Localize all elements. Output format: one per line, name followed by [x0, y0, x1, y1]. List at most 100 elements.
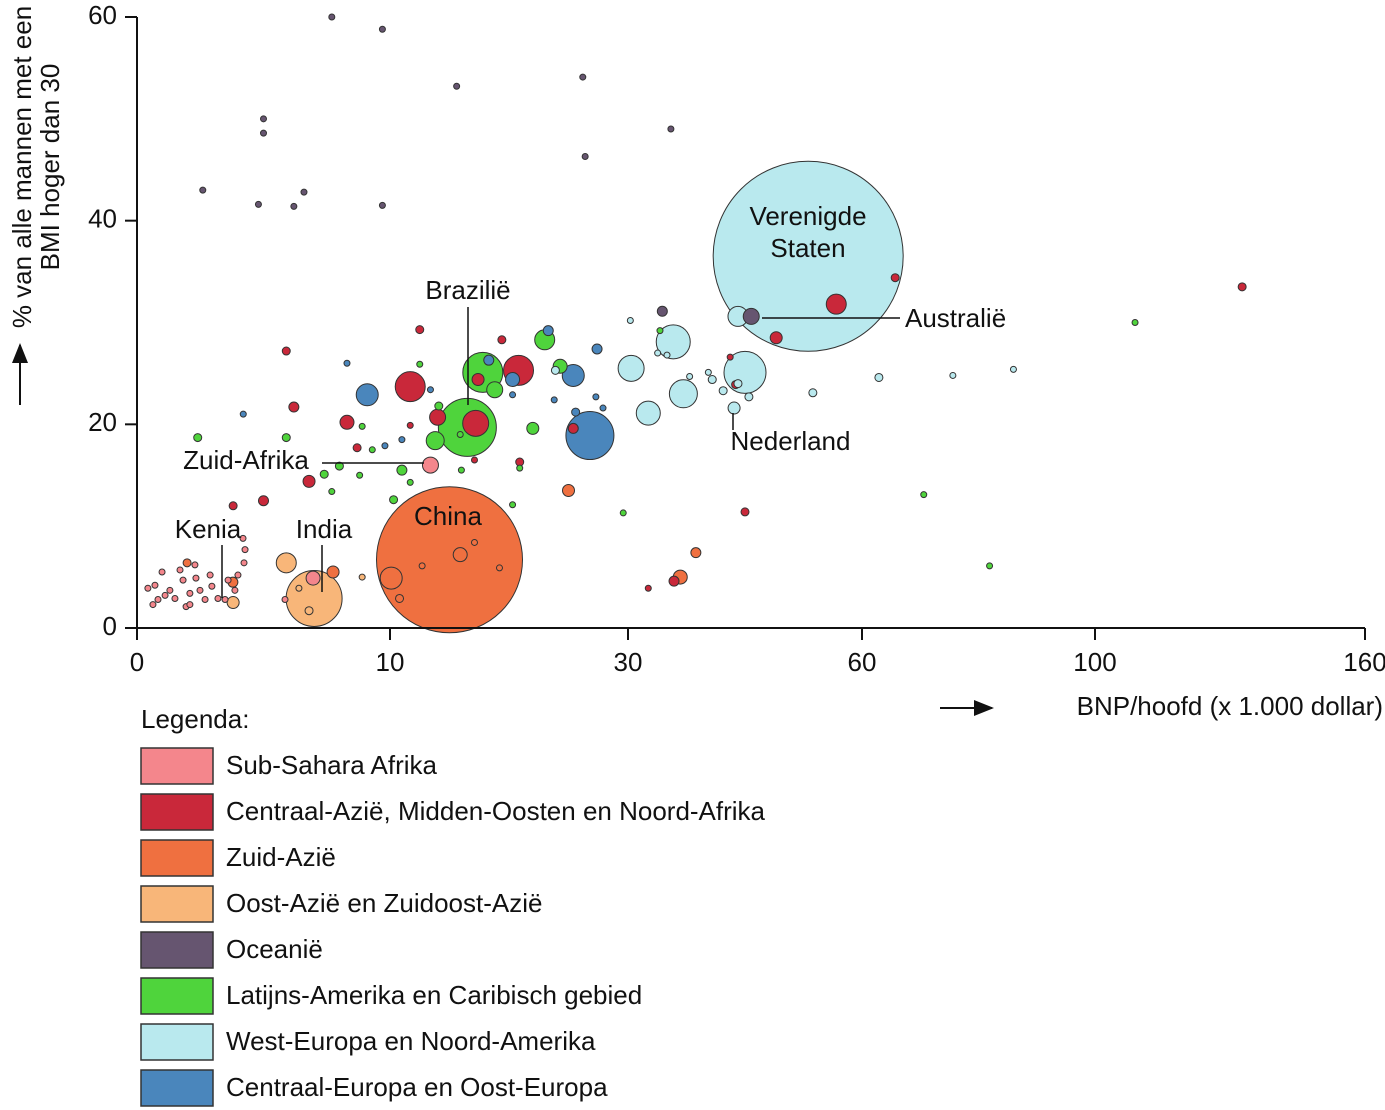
bubble: [206, 571, 214, 579]
bubble: [208, 582, 216, 590]
bubble: [193, 433, 203, 443]
bubble: [144, 584, 152, 592]
bubble: [378, 25, 386, 33]
bubble: [727, 401, 741, 415]
bubble: [151, 581, 159, 589]
bubble: [509, 501, 517, 509]
bubble: [176, 566, 184, 574]
x-tick-label: 30: [614, 647, 643, 677]
bubble: [234, 571, 242, 579]
bubble: [656, 305, 668, 317]
legend-swatch: [140, 931, 214, 969]
legend-label: Oceanië: [226, 934, 323, 964]
bubble: [199, 186, 207, 194]
bubble: [617, 354, 645, 382]
x-tick-label: 160: [1343, 647, 1385, 677]
bubble: [890, 273, 900, 283]
bubble: [394, 371, 426, 403]
bubble: [356, 471, 364, 479]
bubble: [726, 353, 734, 361]
bubble: [986, 562, 994, 570]
bubble: [874, 372, 884, 382]
y-tick-label: 60: [88, 0, 117, 30]
bubble: [769, 331, 783, 345]
bubble: [186, 589, 194, 597]
annotation: Brazilië: [425, 275, 511, 305]
bubble: [166, 586, 174, 594]
bubble: [355, 383, 379, 407]
bubble: [231, 586, 239, 594]
bubble: [550, 365, 560, 375]
bubble: [295, 584, 303, 592]
bubble: [920, 491, 928, 499]
bubble: [240, 559, 248, 567]
y-tick-label: 40: [88, 204, 117, 234]
bubble: [221, 595, 229, 603]
bubble: [228, 501, 238, 511]
bubble: [949, 371, 957, 379]
bubble: [158, 568, 166, 576]
bubble: [239, 534, 247, 542]
bubble: [201, 595, 209, 603]
bubble: [742, 307, 760, 325]
bubble: [258, 495, 269, 507]
bubble: [542, 325, 554, 337]
annotation: Zuid-Afrika: [183, 445, 309, 475]
y-axis-label: % van alle mannen met een BMI hoger dan …: [7, 5, 65, 329]
bubble: [154, 595, 162, 603]
bubble: [516, 464, 524, 472]
bubble: [663, 351, 671, 359]
bubble: [182, 558, 192, 568]
bubble: [690, 547, 702, 559]
x-tick-label: 60: [848, 647, 877, 677]
legend-label: Oost-Azië en Zuidoost-Azië: [226, 888, 542, 918]
bubble: [591, 343, 603, 355]
bubble: [376, 486, 523, 634]
x-tick-label: 100: [1073, 647, 1116, 677]
bubble: [288, 401, 300, 413]
bubble: [406, 421, 414, 429]
legend-title: Legenda:: [141, 704, 249, 734]
annotation: Verenigde Staten: [749, 201, 867, 263]
legend-swatch: [140, 885, 214, 923]
bubble: [599, 404, 607, 412]
bubble: [744, 392, 754, 402]
bubble: [352, 443, 362, 453]
legend-swatch: [140, 1023, 214, 1061]
bubble: [626, 316, 634, 324]
legend-label: Centraal-Europa en Oost-Europa: [226, 1072, 608, 1102]
bubble: [179, 576, 187, 584]
bubble: [1131, 319, 1139, 326]
bubble: [1009, 365, 1017, 373]
bubble: [668, 575, 680, 587]
bubble: [456, 431, 464, 439]
x-tick-label: 10: [376, 647, 405, 677]
annotation: China: [414, 501, 482, 531]
bubble: [497, 335, 507, 345]
bubble: [471, 373, 485, 387]
bubble: [300, 188, 308, 196]
bubble: [281, 595, 289, 603]
bubble: [453, 82, 461, 90]
bubble: [470, 456, 478, 464]
bubble: [655, 324, 691, 360]
bubble: [429, 408, 447, 426]
bubble: [358, 422, 366, 430]
bubble: [368, 446, 376, 454]
bubble: [415, 325, 425, 335]
bubble: [290, 202, 298, 210]
bubble: [712, 160, 904, 352]
bubble: [275, 552, 297, 574]
bubble: [1237, 282, 1247, 292]
bubble: [418, 562, 426, 570]
bubble: [149, 601, 157, 609]
bubble: [239, 410, 247, 418]
bubble: [483, 354, 495, 366]
annotation: Kenia: [174, 514, 242, 544]
bubble: [550, 396, 558, 404]
annotation: India: [295, 514, 353, 544]
bubble: [581, 153, 589, 161]
y-tick-label: 0: [103, 611, 117, 641]
bubble: [186, 601, 194, 609]
